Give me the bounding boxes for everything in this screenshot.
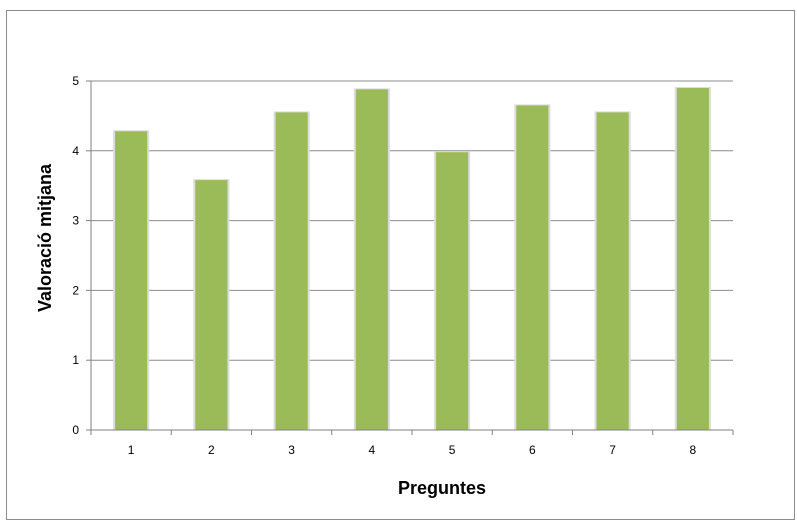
y-tick-labels: 0 1 2 3 4 5: [72, 74, 79, 437]
bar-8: [676, 87, 709, 430]
y-tick-label: 5: [72, 74, 79, 88]
x-axis-title: Preguntes: [398, 478, 486, 498]
y-tick-label: 0: [72, 423, 79, 437]
x-tick-labels: 1 2 3 4 5 6 7 8: [90, 430, 734, 457]
y-axis-title: Valoració mitjana: [35, 163, 55, 312]
x-tick-label: 7: [609, 443, 616, 457]
bar-1: [115, 131, 148, 431]
y-tick-label: 4: [72, 144, 79, 158]
x-tick-label: 6: [529, 443, 536, 457]
y-tick-label: 2: [72, 283, 79, 297]
x-tick-label: 5: [449, 443, 456, 457]
y-tick-label: 3: [72, 214, 79, 228]
y-tick-label: 1: [72, 353, 79, 367]
bar-6: [516, 105, 549, 431]
x-tick-label: 4: [369, 443, 376, 457]
bar-5: [436, 152, 469, 431]
gridlines: [86, 80, 733, 431]
x-tick-label: 8: [690, 443, 697, 457]
x-tick-label: 3: [288, 443, 295, 457]
bar-7: [596, 112, 629, 430]
bar-3: [275, 112, 308, 430]
bar-2: [195, 180, 228, 430]
bars: [113, 86, 711, 431]
bar-4: [355, 89, 388, 430]
x-tick-label: 2: [208, 443, 215, 457]
x-tick-label: 1: [128, 443, 135, 457]
